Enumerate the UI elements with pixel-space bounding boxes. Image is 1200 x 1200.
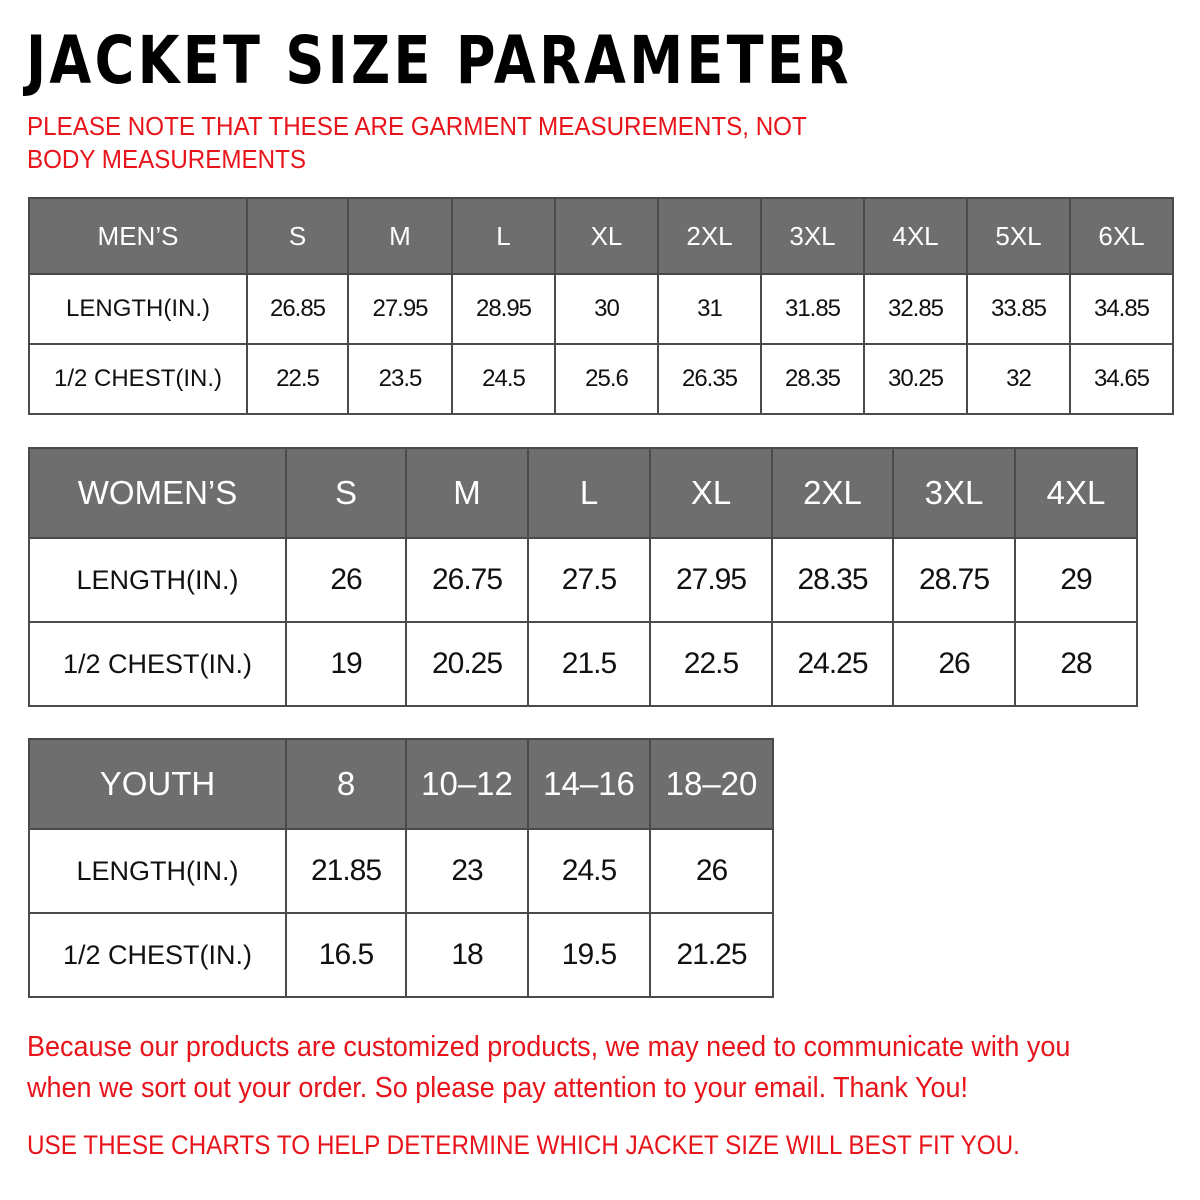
measurement-value: 34.65 [1069, 343, 1174, 415]
size-header: 3XL [892, 447, 1016, 539]
measurement-value: 26 [285, 537, 407, 623]
size-header: 4XL [863, 197, 968, 275]
measurement-value: 19 [285, 621, 407, 707]
table-row: LENGTH(IN.) 26.85 27.95 28.95 30 31 31.85 32.85… [28, 273, 1174, 345]
size-header: 3XL [760, 197, 865, 275]
size-header: 10–12 [405, 738, 529, 830]
measurement-value: 21.5 [527, 621, 651, 707]
measurement-label: 1/2 CHEST(IN.) [28, 621, 287, 707]
category-header: MEN’S [28, 197, 248, 275]
measurement-value: 29 [1014, 537, 1138, 623]
measurement-value: 23.5 [347, 343, 453, 415]
measurement-value: 22.5 [649, 621, 773, 707]
measurement-label: LENGTH(IN.) [28, 273, 248, 345]
measurement-value: 28.75 [892, 537, 1016, 623]
measurement-value: 30 [554, 273, 659, 345]
measurement-label: LENGTH(IN.) [28, 537, 287, 623]
size-header: 14–16 [527, 738, 651, 830]
measurement-value: 33.85 [966, 273, 1071, 345]
measurement-value: 32.85 [863, 273, 968, 345]
womens-size-table: WOMEN’S S M L XL 2XL 3XL 4XL LENGTH(IN.) 26 26.75 2… [28, 447, 1138, 707]
customization-message: Because our products are customized prod… [27, 1031, 1071, 1104]
size-header: 4XL [1014, 447, 1138, 539]
size-header: S [246, 197, 349, 275]
measurement-value: 26 [649, 828, 774, 914]
size-header: XL [649, 447, 773, 539]
measurement-value: 27.95 [649, 537, 773, 623]
table-row: LENGTH(IN.) 21.85 23 24.5 26 [28, 828, 774, 914]
measurement-value: 27.5 [527, 537, 651, 623]
measurement-value: 25.6 [554, 343, 659, 415]
measurement-value: 31.85 [760, 273, 865, 345]
measurement-label: 1/2 CHEST(IN.) [28, 912, 287, 998]
size-header: 8 [285, 738, 407, 830]
measurement-value: 32 [966, 343, 1071, 415]
measurement-value: 28.35 [760, 343, 865, 415]
sizing-tip: USE THESE CHARTS TO HELP DETERMINE WHICH… [27, 1130, 1020, 1160]
measurement-label: 1/2 CHEST(IN.) [28, 343, 248, 415]
measurement-value: 28.35 [771, 537, 894, 623]
measurement-value: 30.25 [863, 343, 968, 415]
size-header: L [527, 447, 651, 539]
measurement-value: 19.5 [527, 912, 651, 998]
measurement-label: LENGTH(IN.) [28, 828, 287, 914]
measurement-value: 20.25 [405, 621, 529, 707]
table-header-row: YOUTH 8 10–12 14–16 18–20 [28, 738, 774, 830]
table-header-row: MEN’S S M L XL 2XL 3XL 4XL 5XL 6XL [28, 197, 1174, 275]
measurement-value: 31 [657, 273, 762, 345]
size-header: M [347, 197, 453, 275]
size-header: 6XL [1069, 197, 1174, 275]
table-header-row: WOMEN’S S M L XL 2XL 3XL 4XL [28, 447, 1138, 539]
measurement-value: 16.5 [285, 912, 407, 998]
size-header: XL [554, 197, 659, 275]
size-header: 18–20 [649, 738, 774, 830]
measurement-value: 22.5 [246, 343, 349, 415]
measurement-value: 28.95 [451, 273, 556, 345]
measurement-value: 26.85 [246, 273, 349, 345]
category-header: WOMEN’S [28, 447, 287, 539]
page-title: JACKET SIZE PARAMETER [26, 22, 852, 99]
table-row: 1/2 CHEST(IN.) 22.5 23.5 24.5 25.6 26.35 28.35… [28, 343, 1174, 415]
mens-size-table: MEN’S S M L XL 2XL 3XL 4XL 5XL 6XL LENGTH(IN.) 26.8… [28, 197, 1174, 415]
measurement-value: 34.85 [1069, 273, 1174, 345]
measurement-value: 21.25 [649, 912, 774, 998]
table-row: 1/2 CHEST(IN.) 19 20.25 21.5 22.5 24.25 26 28 [28, 621, 1138, 707]
measurement-value: 26.35 [657, 343, 762, 415]
table-row: 1/2 CHEST(IN.) 16.5 18 19.5 21.25 [28, 912, 774, 998]
measurement-value: 26.75 [405, 537, 529, 623]
measurement-value: 27.95 [347, 273, 453, 345]
measurement-value: 24.5 [451, 343, 556, 415]
measurement-value: 24.25 [771, 621, 894, 707]
size-header: S [285, 447, 407, 539]
size-header: L [451, 197, 556, 275]
measurement-value: 18 [405, 912, 529, 998]
size-header: 5XL [966, 197, 1071, 275]
youth-size-table: YOUTH 8 10–12 14–16 18–20 LENGTH(IN.) 21.85 23 2… [28, 738, 774, 998]
table-row: LENGTH(IN.) 26 26.75 27.5 27.95 28.35 28.75 29 [28, 537, 1138, 623]
size-header: M [405, 447, 529, 539]
measurement-note: PLEASE NOTE THAT THESE ARE GARMENT MEASU… [27, 111, 807, 174]
category-header: YOUTH [28, 738, 287, 830]
measurement-value: 28 [1014, 621, 1138, 707]
size-header: 2XL [657, 197, 762, 275]
measurement-value: 24.5 [527, 828, 651, 914]
size-header: 2XL [771, 447, 894, 539]
measurement-value: 21.85 [285, 828, 407, 914]
measurement-value: 26 [892, 621, 1016, 707]
measurement-value: 23 [405, 828, 529, 914]
